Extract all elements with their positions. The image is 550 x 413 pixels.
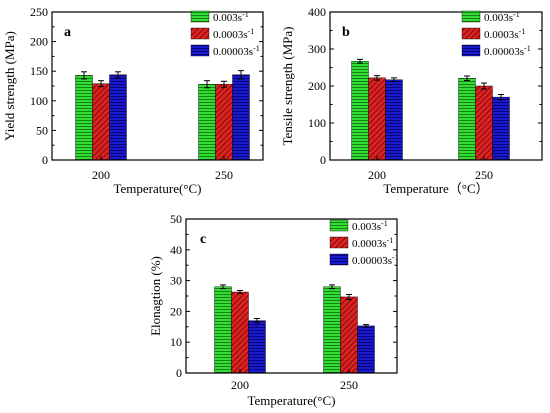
panel-letter-c: c xyxy=(200,232,206,247)
panel-letter-b: b xyxy=(342,25,350,40)
error-bar-c-s0-c1 xyxy=(329,284,335,290)
y-tick-label-b-3: 300 xyxy=(308,42,326,56)
y-tick-label-c-4: 40 xyxy=(170,243,182,257)
y-axis-label-c: Elonagtion (%) xyxy=(148,256,163,336)
error-bar-a-s2-c1 xyxy=(238,70,244,80)
y-tick-label-b-0: 0 xyxy=(320,153,326,167)
legend-b: 0.003s-1 0.0003s-1 0.00003s-1 xyxy=(461,10,531,58)
legend-label-a-0: 0.003s-1 xyxy=(213,10,249,24)
legend-swatch-a-0 xyxy=(190,10,210,23)
error-bar-c-s2-c0 xyxy=(254,317,260,324)
bar-b-s2-c1 xyxy=(492,96,510,161)
y-tick-label-a-5: 250 xyxy=(30,5,48,19)
bar-a-s2-c0 xyxy=(109,74,127,161)
error-bar-a-s0-c1 xyxy=(204,80,210,89)
y-tick-label-c-5: 50 xyxy=(170,212,182,226)
bar-a-s1-c0 xyxy=(92,83,110,161)
bar-b-s1-c1 xyxy=(475,85,493,161)
y-tick-label-a-3: 150 xyxy=(30,64,48,78)
bar-c-s0-c0 xyxy=(214,286,232,374)
x-tick-label-a-0: 200 xyxy=(92,168,110,182)
error-bar-c-s0-c0 xyxy=(220,284,226,290)
bar-c-s0-c1 xyxy=(323,286,341,374)
legend-a: 0.003s-1 0.0003s-1 0.00003s-1 xyxy=(190,10,260,58)
x-axis-label-a: Temperature(°C) xyxy=(113,181,201,196)
x-tick-label-c-0: 200 xyxy=(231,378,249,392)
bar-c-s1-c1 xyxy=(340,296,358,374)
legend-swatch-a-1 xyxy=(190,27,210,40)
error-bar-a-s1-c0 xyxy=(98,80,104,88)
error-bar-a-s1-c1 xyxy=(221,80,227,88)
bar-c-s2-c1 xyxy=(357,325,375,374)
y-tick-label-a-1: 50 xyxy=(36,123,48,137)
y-tick-label-c-3: 30 xyxy=(170,274,182,288)
chart-panel-c: 0 10 20 30 40 50 200 250 Temperature(°C) Elonagti… xyxy=(148,212,399,408)
legend-label-c-1: 0.0003s-1 xyxy=(352,236,393,250)
legend-label-c-2: 0.00003s-1 xyxy=(352,253,399,267)
y-tick-label-a-4: 200 xyxy=(30,35,48,49)
bar-c-s2-c0 xyxy=(248,320,266,374)
y-tick-label-b-1: 100 xyxy=(308,116,326,130)
error-bar-b-s1-c1 xyxy=(481,82,487,90)
y-tick-label-c-1: 10 xyxy=(170,335,182,349)
legend-swatch-a-2 xyxy=(190,44,210,57)
legend-swatch-c-0 xyxy=(329,219,349,232)
y-tick-label-a-0: 0 xyxy=(42,153,48,167)
bar-a-s0-c0 xyxy=(75,75,93,161)
legend-label-c-0: 0.003s-1 xyxy=(352,219,388,233)
chart-panel-a: 0 50 100 150 200 250 200 250 Temperature(°C) Yiel… xyxy=(2,5,264,196)
error-bar-b-s1-c0 xyxy=(374,75,380,81)
error-bar-b-s2-c0 xyxy=(391,77,397,83)
legend-label-a-2: 0.00003s-1 xyxy=(213,44,260,58)
bar-c-s1-c0 xyxy=(231,291,249,374)
error-bar-c-s1-c1 xyxy=(346,293,352,300)
bar-a-s2-c1 xyxy=(232,74,250,161)
legend-swatch-c-1 xyxy=(329,236,349,249)
y-axis-label-a: Yield strength (MPa) xyxy=(2,31,17,141)
x-axis-label-c: Temperature(°C) xyxy=(247,393,335,408)
legend-label-b-0: 0.003s-1 xyxy=(484,10,520,24)
x-tick-label-b-0: 200 xyxy=(368,168,386,182)
y-tick-label-b-4: 400 xyxy=(308,5,326,19)
legend-swatch-c-2 xyxy=(329,253,349,266)
x-tick-label-b-1: 250 xyxy=(475,168,493,182)
error-bar-a-s2-c0 xyxy=(115,71,121,79)
legend-swatch-b-2 xyxy=(461,44,481,57)
y-tick-label-c-0: 0 xyxy=(176,366,182,380)
legend-label-b-1: 0.0003s-1 xyxy=(484,27,525,41)
error-bar-c-s2-c1 xyxy=(363,324,369,328)
y-tick-label-a-2: 100 xyxy=(30,94,48,108)
error-bar-b-s2-c1 xyxy=(498,94,504,101)
y-axis-label-b: Tensile strength (MPa) xyxy=(280,27,295,146)
error-bar-b-s0-c0 xyxy=(357,58,363,64)
x-tick-label-c-1: 250 xyxy=(340,378,358,392)
x-axis-label-b: Temperature（°C） xyxy=(383,181,488,196)
legend-c: 0.003s-1 0.0003s-1 0.00003s-1 xyxy=(329,219,399,267)
error-bar-b-s0-c1 xyxy=(464,75,470,81)
legend-swatch-b-1 xyxy=(461,27,481,40)
legend-swatch-b-0 xyxy=(461,10,481,23)
legend-label-b-2: 0.00003s-1 xyxy=(484,44,531,58)
error-bar-a-s0-c0 xyxy=(81,71,87,80)
panel-letter-a: a xyxy=(64,25,71,40)
bar-a-s0-c1 xyxy=(198,84,216,161)
bar-b-s1-c0 xyxy=(368,77,386,161)
y-tick-label-b-2: 200 xyxy=(308,79,326,93)
error-bar-c-s1-c0 xyxy=(237,289,243,295)
bar-b-s0-c0 xyxy=(351,61,369,161)
legend-label-a-1: 0.0003s-1 xyxy=(213,27,254,41)
y-tick-label-c-2: 20 xyxy=(170,304,182,318)
x-tick-label-a-1: 250 xyxy=(215,168,233,182)
bar-b-s2-c0 xyxy=(385,79,403,161)
bar-b-s0-c1 xyxy=(458,78,476,161)
bar-a-s1-c1 xyxy=(215,84,233,161)
